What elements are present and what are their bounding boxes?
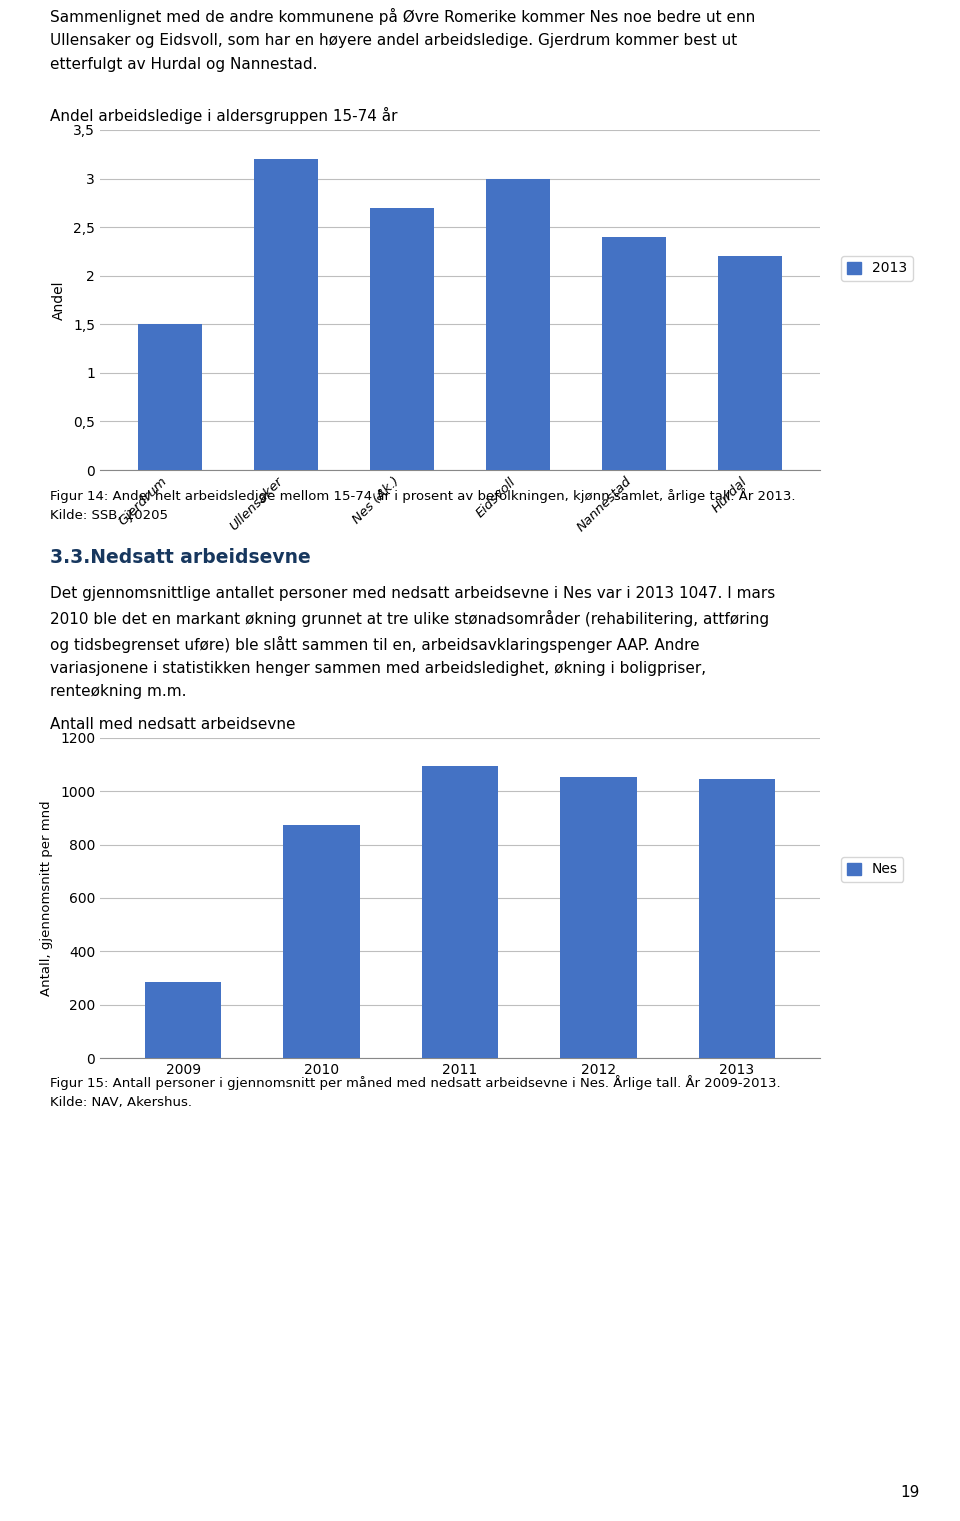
Bar — [253, 160, 318, 470]
Legend: Nes: Nes — [841, 856, 903, 882]
Text: Det gjennomsnittlige antallet personer med nedsatt arbeidsevne i Nes var i 2013 : Det gjennomsnittlige antallet personer m… — [50, 586, 776, 698]
Bar — [422, 767, 498, 1059]
Text: Andel arbeidsledige i aldersgruppen 15-74 år: Andel arbeidsledige i aldersgruppen 15-7… — [50, 106, 397, 123]
Text: 3.3.Nedsatt arbeidsevne: 3.3.Nedsatt arbeidsevne — [50, 549, 311, 567]
Bar — [602, 237, 666, 470]
Text: Figur 14: Andel helt arbeidsledige mellom 15-74 år i prosent av befolkningen, kj: Figur 14: Andel helt arbeidsledige mello… — [50, 488, 796, 522]
Text: Antall med nedsatt arbeidsevne: Antall med nedsatt arbeidsevne — [50, 718, 296, 733]
Bar — [145, 983, 221, 1059]
Bar — [137, 324, 202, 470]
Text: 19: 19 — [900, 1484, 920, 1500]
Bar — [370, 208, 434, 470]
Bar — [283, 824, 360, 1059]
Bar — [718, 256, 782, 470]
Legend: 2013: 2013 — [841, 256, 913, 281]
Bar — [486, 178, 550, 470]
Bar — [561, 777, 636, 1059]
Text: Sammenlignet med de andre kommunene på Øvre Romerike kommer Nes noe bedre ut enn: Sammenlignet med de andre kommunene på Ø… — [50, 8, 756, 71]
Text: Figur 15: Antall personer i gjennomsnitt per måned med nedsatt arbeidsevne i Nes: Figur 15: Antall personer i gjennomsnitt… — [50, 1075, 780, 1109]
Y-axis label: Andel: Andel — [52, 280, 66, 319]
Bar — [699, 779, 775, 1059]
Y-axis label: Antall, gjennomsnitt per mnd: Antall, gjennomsnitt per mnd — [40, 800, 53, 996]
